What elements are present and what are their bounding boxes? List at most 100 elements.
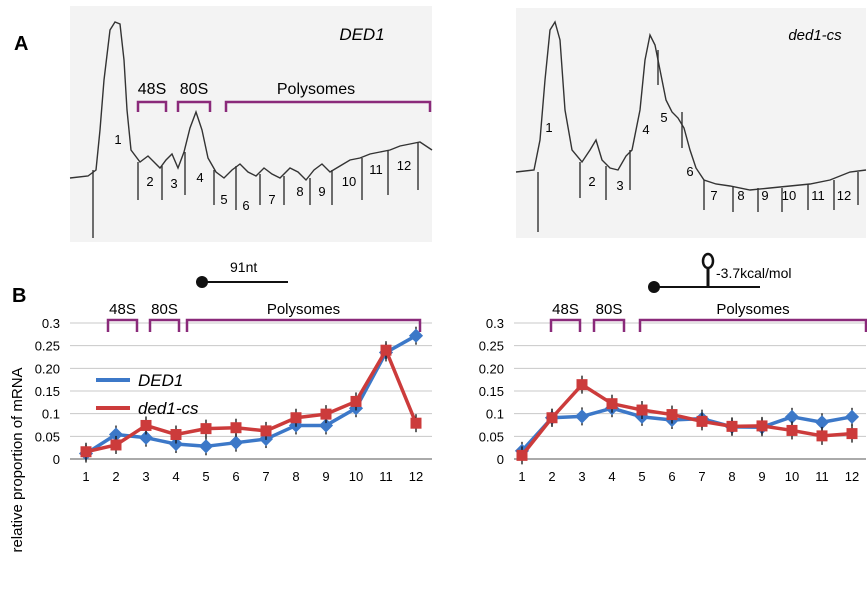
- profile-fraction-label: 3: [616, 178, 623, 193]
- data-point-ded1-cs: [726, 420, 738, 432]
- x-tick-label: 10: [349, 469, 363, 484]
- profile-marker-80s: 80S: [180, 81, 208, 98]
- x-tick-label: 4: [172, 469, 179, 484]
- data-point-DED1: [574, 409, 590, 424]
- data-point-DED1: [844, 409, 860, 424]
- data-point-ded1-cs: [320, 408, 332, 420]
- x-tick-label: 12: [845, 469, 859, 484]
- x-tick-label: 12: [409, 469, 423, 484]
- data-point-ded1-cs: [260, 425, 272, 437]
- x-tick-label: 5: [202, 469, 209, 484]
- x-tick-label: 1: [518, 469, 525, 484]
- profile-dded1-background: [70, 6, 432, 242]
- legend-label: DED1: [138, 371, 183, 390]
- data-point-ded1-cs: [380, 344, 392, 356]
- data-point-ded1-cs: [350, 395, 362, 407]
- y-tick-label: 0: [497, 452, 504, 467]
- profile-fraction-label: 4: [642, 122, 649, 137]
- bracket-label: 48S: [552, 301, 579, 318]
- profile-fraction-label: 11: [811, 188, 825, 203]
- reporter-hairpin-label: -3.7kcal/mol: [716, 265, 791, 281]
- profile-fraction-label: 10: [342, 174, 356, 189]
- data-point-ded1-cs: [576, 379, 588, 391]
- y-tick-label: 0.05: [35, 429, 60, 444]
- x-tick-label: 4: [608, 469, 615, 484]
- data-point-ded1-cs: [636, 404, 648, 416]
- data-point-DED1: [784, 409, 800, 424]
- chart-right: 00.050.10.150.200.250.31 2 3 4 5 6 7 8 9 10 11 1248…: [479, 301, 867, 484]
- x-tick-label: 9: [322, 469, 329, 484]
- x-tick-label: 7: [262, 469, 269, 484]
- data-point-DED1: [814, 415, 830, 430]
- data-point-ded1-cs: [756, 420, 768, 432]
- bracket-label: 80S: [151, 301, 178, 318]
- data-point-DED1: [168, 436, 184, 452]
- profile-fraction-label: 11: [369, 162, 383, 177]
- y-tick-label: 0.15: [479, 384, 504, 399]
- data-point-DED1: [108, 427, 124, 442]
- fraction-bracket: [549, 318, 582, 332]
- profile-fraction-label: 10: [782, 188, 796, 203]
- data-point-ded1-cs: [110, 439, 122, 451]
- profile-marker-polysomes: Polysomes: [277, 81, 355, 98]
- profile-fraction-label: 8: [737, 188, 744, 203]
- y-tick-label: 0.20: [35, 361, 60, 376]
- x-tick-label: 6: [668, 469, 675, 484]
- profile-fraction-label: 4: [196, 170, 203, 185]
- fraction-bracket: [148, 318, 181, 332]
- y-tick-label: 0.20: [479, 361, 504, 376]
- y-tick-label: 0.3: [486, 316, 504, 331]
- data-point-DED1: [408, 328, 424, 343]
- x-tick-label: 9: [758, 469, 765, 484]
- x-tick-label: 6: [232, 469, 239, 484]
- data-point-ded1-cs: [230, 422, 242, 434]
- profile-fraction-label: 12: [837, 188, 851, 203]
- profile-fraction-label: 5: [660, 110, 667, 125]
- reporter-91nt-label: 91nt: [230, 259, 257, 275]
- reporter-hairpin: -3.7kcal/mol: [648, 252, 791, 293]
- y-tick-label: 0.1: [42, 407, 60, 422]
- profile-fraction-label: 1: [114, 132, 121, 147]
- data-point-ded1-cs: [546, 412, 558, 424]
- panel-b-label: B: [12, 285, 26, 307]
- x-tick-label: 5: [638, 469, 645, 484]
- fraction-bracket: [185, 318, 422, 332]
- x-tick-label: 11: [815, 469, 829, 484]
- reporter-91nt: 91nt: [196, 259, 288, 288]
- data-point-DED1: [228, 435, 244, 450]
- profile-fraction-label: 9: [761, 188, 768, 203]
- y-tick-label: 0.1: [486, 407, 504, 422]
- profile-ticks-ded1: [92, 142, 419, 238]
- fraction-bracket: [638, 318, 867, 332]
- data-point-ded1-cs: [696, 415, 708, 427]
- profile-fraction-label: 7: [268, 192, 275, 207]
- profile-fraction-label: 7: [710, 188, 717, 203]
- profile-title-dedcs: ded1-cs: [788, 27, 842, 44]
- profile-fraction-label: 3: [170, 176, 177, 191]
- x-tick-label: 1: [82, 469, 89, 484]
- x-tick-label: 11: [379, 469, 393, 484]
- x-tick-label: 3: [142, 469, 149, 484]
- data-point-ded1-cs: [666, 409, 678, 421]
- data-point-DED1: [318, 418, 334, 433]
- y-tick-label: 0.3: [42, 316, 60, 331]
- profile-trace-ded1: [69, 21, 433, 182]
- data-point-ded1-cs: [290, 412, 302, 424]
- x-tick-label: 10: [785, 469, 799, 484]
- x-tick-label: 8: [728, 469, 735, 484]
- chart-left: 00.050.10.150.200.250.31 2 3 4 5 6 7 8 9 10 11 1248…: [35, 301, 432, 484]
- y-tick-label: 0.15: [35, 384, 60, 399]
- y-tick-label: 0.05: [479, 429, 504, 444]
- y-tick-label: 0.25: [35, 339, 60, 354]
- data-point-ded1-cs: [516, 449, 528, 461]
- data-point-ded1-cs: [80, 446, 92, 458]
- data-point-DED1: [138, 430, 154, 445]
- profile-brackets-ded1: [136, 100, 432, 112]
- bracket-label: 48S: [109, 301, 136, 318]
- data-point-ded1-cs: [410, 417, 422, 429]
- x-tick-label: 3: [578, 469, 585, 484]
- profile-fraction-label: 9: [318, 184, 325, 199]
- x-tick-label: 7: [698, 469, 705, 484]
